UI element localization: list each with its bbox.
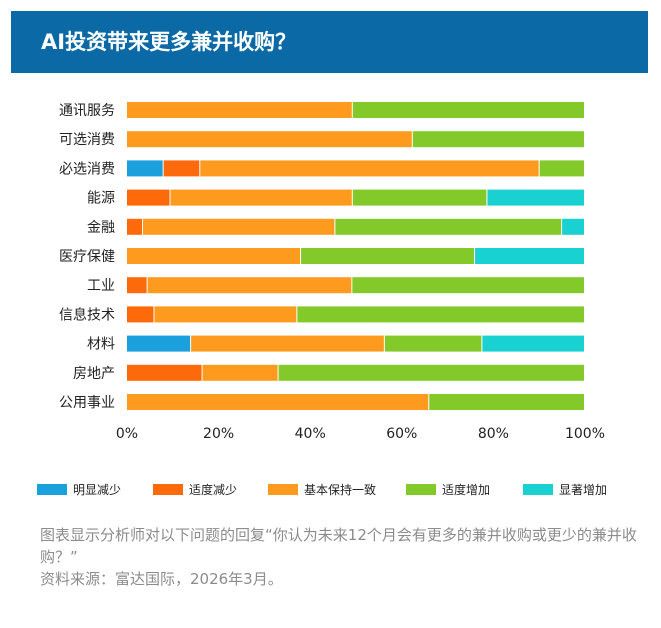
- bar-segment: [127, 160, 163, 177]
- legend-label: 适度减少: [189, 482, 237, 497]
- legend-swatch: [153, 484, 183, 495]
- bar-segment: [154, 306, 297, 323]
- bar-segment: [127, 335, 191, 352]
- bar-segment: [143, 218, 335, 235]
- bar-segment: [127, 394, 429, 410]
- x-tick-label: 80%: [478, 426, 509, 442]
- bar-segment: [127, 248, 301, 264]
- category-label: 必选消费: [59, 161, 115, 177]
- bar-segment: [539, 160, 584, 177]
- bar-segment: [562, 218, 584, 235]
- legend-swatch: [406, 484, 436, 495]
- bar-segment: [301, 248, 475, 264]
- bar-segment: [352, 277, 584, 294]
- bar-segment: [278, 364, 584, 381]
- bar-segment: [297, 306, 584, 323]
- category-label: 可选消费: [59, 132, 115, 148]
- legend-label: 明显减少: [73, 483, 121, 497]
- bar-segment: [127, 277, 147, 294]
- category-label: 公用事业: [59, 395, 115, 411]
- legend-label: 基本保持一致: [304, 482, 376, 497]
- bar-segment: [127, 306, 154, 323]
- x-tick-label: 20%: [203, 426, 234, 442]
- bar-segment: [127, 102, 352, 118]
- legend-label: 显著增加: [559, 483, 607, 497]
- bar-segment: [335, 218, 562, 235]
- bar-segment: [170, 189, 352, 206]
- bar-segment: [127, 364, 202, 381]
- bar-segment: [475, 248, 584, 264]
- bar-segment: [352, 189, 487, 206]
- bar-segment: [127, 131, 412, 148]
- bar-segment: [202, 364, 278, 381]
- bar-segment: [200, 160, 539, 177]
- category-label: 信息技术: [59, 306, 115, 323]
- x-tick-label: 40%: [295, 426, 326, 442]
- bar-segment: [191, 335, 384, 352]
- bar-segment: [412, 131, 584, 148]
- x-tick-label: 100%: [565, 426, 605, 442]
- x-tick-label: 0%: [116, 426, 138, 442]
- legend-swatch: [523, 484, 553, 495]
- chart-note: 图表显示分析师对以下问题的回复“你认为未来12个月会有更多的兼并收购或更少的兼并…: [40, 526, 637, 566]
- page-title: AI投资带来更多兼并收购？: [41, 30, 297, 54]
- bar-segment: [163, 160, 200, 177]
- legend-swatch: [37, 484, 67, 495]
- category-label: 材料: [87, 337, 115, 353]
- category-label: 金融: [87, 220, 115, 236]
- source-note: 资料来源：富达国际，2026年3月。: [40, 570, 283, 588]
- bar-segment: [487, 189, 584, 206]
- bar-segment: [429, 394, 584, 410]
- bar-segment: [482, 335, 584, 352]
- bar-segment: [127, 189, 170, 206]
- header-bar: AI投资带来更多兼并收购？: [11, 11, 648, 73]
- bar-segment: [352, 102, 584, 118]
- category-label: 能源: [87, 191, 115, 207]
- x-tick-label: 60%: [386, 426, 417, 442]
- bar-segment: [147, 277, 352, 294]
- legend-label: 适度增加: [442, 482, 490, 497]
- category-label: 房地产: [73, 366, 115, 382]
- category-label: 通讯服务: [59, 103, 115, 119]
- legend-swatch: [268, 484, 298, 495]
- bar-segment: [384, 335, 482, 352]
- category-label: 工业: [87, 278, 115, 294]
- category-label: 医疗保健: [59, 249, 115, 265]
- bar-segment: [127, 218, 143, 235]
